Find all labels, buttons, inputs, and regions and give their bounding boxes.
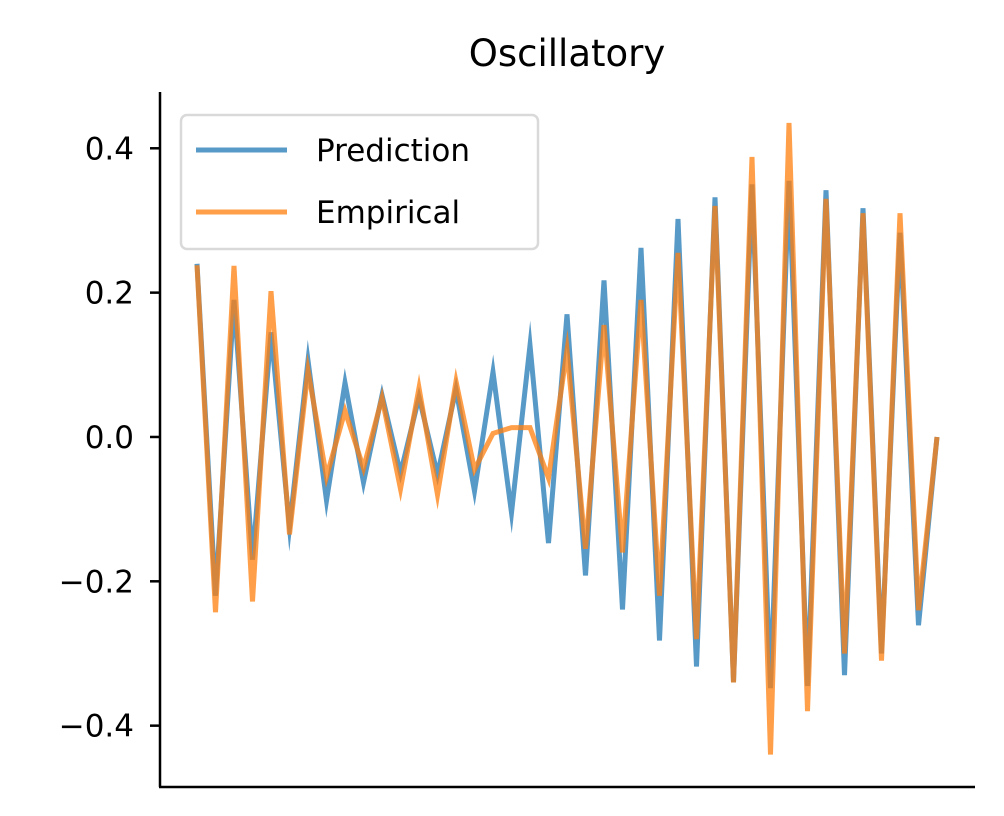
chart-title: Oscillatory: [469, 32, 666, 75]
y-tick-label: −0.4: [59, 709, 134, 745]
series-layer: [194, 122, 940, 755]
axes-layer: [158, 92, 975, 789]
y-tick-label: 0.0: [85, 420, 134, 456]
y-tick-label: −0.2: [59, 564, 134, 600]
legend: Prediction Empirical: [179, 113, 540, 251]
y-tick-label: 0.2: [85, 276, 134, 312]
y-tick-layer: 0.4 0.2 0.0 −0.2 −0.4: [59, 131, 160, 745]
legend-label-empirical: Empirical: [316, 195, 460, 231]
legend-label-prediction: Prediction: [316, 133, 470, 169]
series-line-empirical: [194, 122, 940, 755]
y-tick-label: 0.4: [85, 131, 134, 167]
